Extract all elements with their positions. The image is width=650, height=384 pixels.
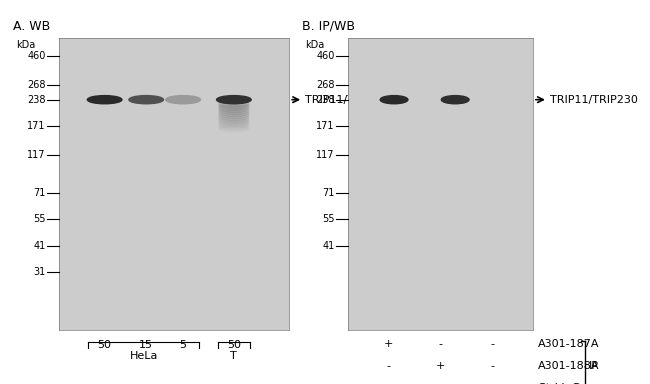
Text: +: + [436, 361, 445, 371]
Ellipse shape [219, 105, 249, 111]
Text: 71: 71 [33, 188, 46, 198]
Text: A301-188A: A301-188A [538, 361, 600, 371]
Text: 117: 117 [27, 150, 46, 160]
Text: 71: 71 [322, 188, 335, 198]
Ellipse shape [216, 96, 251, 104]
Text: 50: 50 [98, 340, 112, 350]
Text: T: T [231, 351, 237, 361]
Ellipse shape [380, 96, 408, 104]
Ellipse shape [219, 113, 249, 118]
Ellipse shape [219, 120, 249, 126]
Text: 41: 41 [33, 241, 46, 251]
Text: 5: 5 [179, 340, 187, 350]
Text: TRIP11/TRIP230: TRIP11/TRIP230 [550, 95, 638, 105]
Text: -: - [438, 339, 443, 349]
Text: kDa: kDa [16, 40, 36, 50]
Text: -: - [438, 383, 443, 384]
Text: 15: 15 [139, 340, 153, 350]
Ellipse shape [219, 116, 249, 122]
Text: 117: 117 [317, 150, 335, 160]
Ellipse shape [166, 96, 200, 104]
Text: B. IP/WB: B. IP/WB [302, 20, 356, 33]
Text: -: - [387, 361, 391, 371]
Text: 460: 460 [317, 51, 335, 61]
Ellipse shape [129, 96, 164, 104]
Text: 171: 171 [27, 121, 46, 131]
Text: -: - [387, 383, 391, 384]
Text: IP: IP [589, 361, 599, 371]
Ellipse shape [441, 96, 469, 104]
Text: -: - [490, 339, 494, 349]
Text: 50: 50 [227, 340, 241, 350]
Ellipse shape [219, 114, 249, 120]
Text: 55: 55 [33, 214, 46, 224]
Text: 55: 55 [322, 214, 335, 224]
Text: A. WB: A. WB [13, 20, 50, 33]
Ellipse shape [87, 96, 122, 104]
Ellipse shape [219, 107, 249, 113]
Text: 41: 41 [322, 241, 335, 251]
Text: TRIP11/TRIP230: TRIP11/TRIP230 [306, 95, 393, 105]
Text: HeLa: HeLa [130, 351, 158, 361]
Text: 238: 238 [27, 95, 46, 105]
Text: Ctrl IgG: Ctrl IgG [538, 383, 580, 384]
Text: 460: 460 [27, 51, 46, 61]
Text: 31: 31 [33, 267, 46, 277]
Text: +: + [384, 339, 393, 349]
Text: 171: 171 [317, 121, 335, 131]
Text: 268: 268 [27, 80, 46, 90]
Ellipse shape [219, 124, 249, 130]
Ellipse shape [219, 109, 249, 114]
Ellipse shape [219, 103, 249, 109]
Ellipse shape [219, 118, 249, 124]
Text: 238: 238 [317, 95, 335, 105]
Text: -: - [490, 361, 494, 371]
Text: kDa: kDa [306, 40, 325, 50]
Ellipse shape [219, 111, 249, 116]
Ellipse shape [219, 122, 249, 128]
Ellipse shape [219, 101, 249, 107]
Text: 268: 268 [317, 80, 335, 90]
Text: +: + [488, 383, 497, 384]
Text: A301-187A: A301-187A [538, 339, 600, 349]
